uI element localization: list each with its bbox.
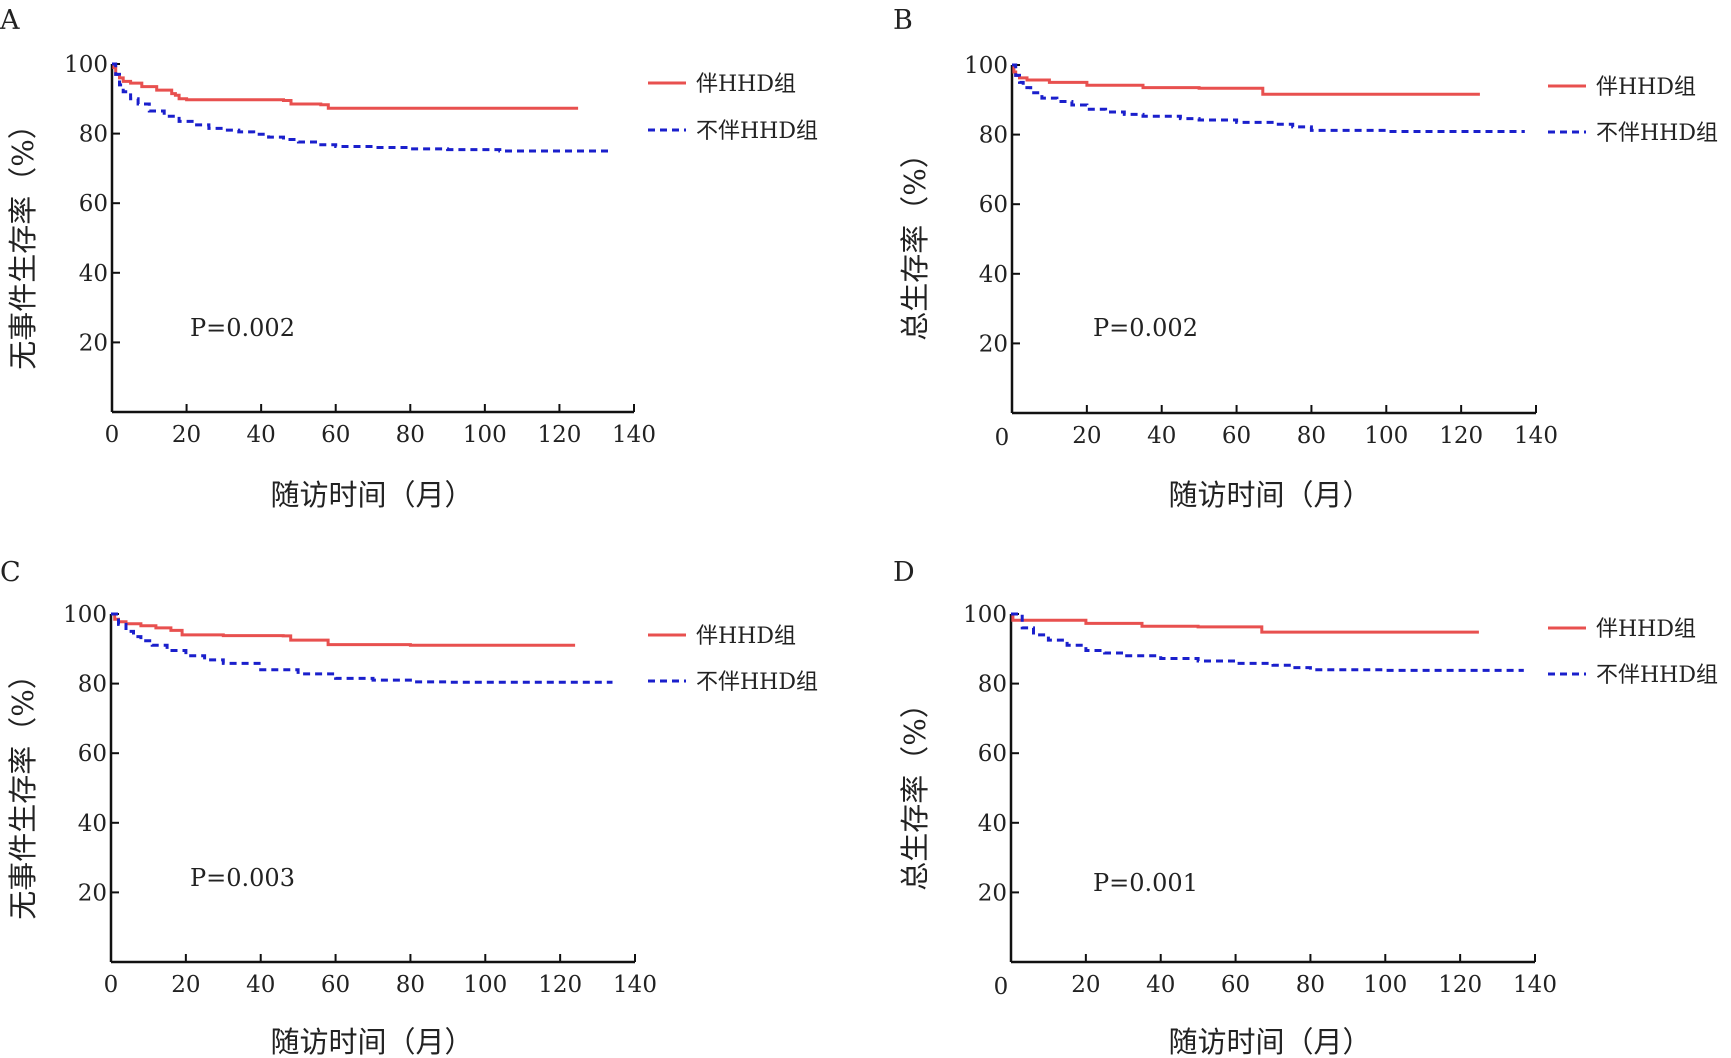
x-tick-label: 140 [1514,423,1558,449]
x-tick-label: 140 [613,972,657,998]
y-tick-label: 40 [79,261,108,287]
x-tick-label: 20 [1071,972,1100,998]
p-value-label: P=0.001 [1093,869,1198,897]
series-line-with-hhd [112,62,579,110]
y-tick-label: 40 [78,811,107,837]
p-value-label: P=0.003 [190,864,295,892]
legend-label-with-hhd: 伴HHD组 [696,72,796,97]
p-value-label: P=0.002 [190,314,295,342]
panel-letter: A [0,5,20,36]
x-tick-label: 80 [1296,972,1325,998]
x-tick-label: 140 [612,422,656,448]
y-tick-label: 100 [963,602,1007,628]
chart-panel-b: B 20 40 60 80 100 20 40 60 80 100 120 140 0 随访时间（月） 总生存… [893,5,1718,512]
series-line-with-hhd [111,612,576,647]
y-tick-label: 20 [78,880,107,906]
y-tick-label: 80 [979,123,1008,149]
y-tick-label: 20 [79,330,108,356]
x-tick-label: 60 [321,972,350,998]
legend-label-without-hhd: 不伴HHD组 [1596,121,1718,146]
y-axis-title: 总生存率（%） [898,139,932,341]
x-tick-label: 120 [1438,972,1482,998]
series-line-without-hhd [111,612,613,684]
x-tick-label: 100 [1363,972,1407,998]
x-origin-label: 0 [994,974,1009,1000]
legend-label-with-hhd: 伴HHD组 [696,624,796,649]
panel-letter: D [893,557,915,588]
x-tick-label: 80 [396,422,425,448]
x-tick-label: 80 [396,972,425,998]
x-axis-title: 随访时间（月） [270,478,473,512]
y-axis-title: 无事件生存率（%） [6,110,40,370]
x-tick-label: 20 [1072,423,1101,449]
x-tick-label: 40 [1147,423,1176,449]
y-tick-label: 60 [79,191,108,217]
chart-panel-a: A 20 40 60 80 100 0 20 40 60 80 100 120 140 随访时间（月） 无事件… [0,5,818,512]
x-tick-label: 0 [105,422,120,448]
legend-label-with-hhd: 伴HHD组 [1596,617,1696,642]
series-line-with-hhd [1012,63,1480,96]
x-tick-label: 0 [104,972,119,998]
series-line-with-hhd [1011,612,1479,634]
x-tick-label: 40 [1146,972,1175,998]
x-axis-title: 随访时间（月） [1168,1025,1371,1058]
series-line-without-hhd [1012,63,1525,133]
x-tick-label: 20 [171,972,200,998]
y-tick-label: 100 [964,53,1008,79]
series-line-without-hhd [1011,612,1524,672]
y-tick-label: 40 [978,811,1007,837]
x-axis-title: 随访时间（月） [270,1025,473,1058]
x-tick-label: 40 [246,972,275,998]
x-tick-label: 140 [1513,972,1557,998]
p-value-label: P=0.002 [1093,314,1198,342]
legend-label-without-hhd: 不伴HHD组 [696,670,818,695]
x-tick-label: 40 [247,422,276,448]
y-tick-label: 100 [64,52,108,78]
x-tick-label: 120 [537,422,581,448]
x-tick-label: 120 [538,972,582,998]
y-tick-label: 60 [979,192,1008,218]
y-tick-label: 80 [79,122,108,148]
y-axis-title: 无事件生存率（%） [6,660,40,920]
y-axis-title: 总生存率（%） [898,689,932,891]
x-tick-label: 100 [463,422,507,448]
legend-label-without-hhd: 不伴HHD组 [696,119,818,144]
x-tick-label: 60 [1221,972,1250,998]
series-line-without-hhd [112,62,612,153]
x-tick-label: 20 [172,422,201,448]
panel-letter: C [0,557,21,588]
y-tick-label: 20 [979,331,1008,357]
panel-letter: B [893,5,913,36]
y-tick-label: 40 [979,262,1008,288]
y-tick-label: 80 [978,672,1007,698]
x-axis-title: 随访时间（月） [1168,478,1371,512]
y-tick-label: 20 [978,880,1007,906]
chart-panel-d: D 20 40 60 80 100 20 40 60 80 100 120 140 0 随访时间（月） 总生存… [893,557,1718,1058]
legend-label-with-hhd: 伴HHD组 [1596,75,1696,100]
x-tick-label: 120 [1439,423,1483,449]
x-tick-label: 80 [1297,423,1326,449]
chart-panel-c: C 20 40 60 80 100 0 20 40 60 80 100 120 140 随访时间（月） 无事件… [0,557,818,1058]
x-tick-label: 60 [321,422,350,448]
y-tick-label: 60 [78,741,107,767]
y-tick-label: 80 [78,672,107,698]
x-tick-label: 100 [1364,423,1408,449]
legend-label-without-hhd: 不伴HHD组 [1596,663,1718,688]
y-tick-label: 60 [978,741,1007,767]
x-tick-label: 100 [463,972,507,998]
x-tick-label: 60 [1222,423,1251,449]
y-tick-label: 100 [63,602,107,628]
x-origin-label: 0 [995,425,1010,451]
